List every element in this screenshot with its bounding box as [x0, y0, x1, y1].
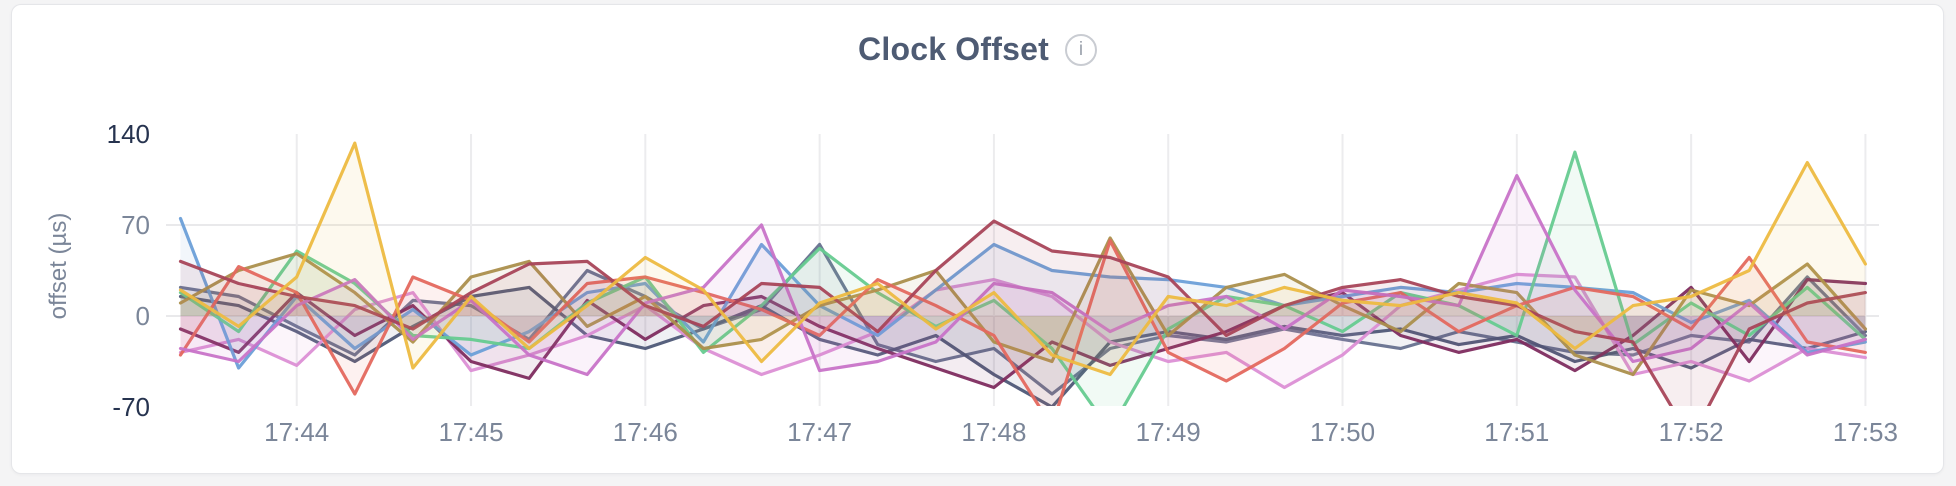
- x-tick-label: 17:51: [1484, 417, 1550, 447]
- chart-plot-area[interactable]: [12, 5, 1943, 473]
- series-area-plum: [180, 279, 1866, 388]
- series-line-maroon[interactable]: [178, 219, 1868, 439]
- info-icon-glyph: i: [1078, 39, 1084, 60]
- series-line-slate[interactable]: [178, 242, 1868, 396]
- series-line-plum[interactable]: [178, 278, 1868, 390]
- series-line-salmon[interactable]: [178, 239, 1868, 427]
- chart-header: Clock Offset i: [12, 31, 1943, 68]
- x-tick-label: 17:47: [787, 417, 853, 447]
- y-tick-label: 0: [135, 301, 150, 331]
- series-area-blue: [180, 218, 1866, 368]
- series-line-gold[interactable]: [178, 141, 1868, 377]
- series-area-orchid: [180, 175, 1866, 375]
- x-tick-label: 17:49: [1135, 417, 1201, 447]
- x-tick-label: 17:52: [1658, 417, 1724, 447]
- x-tick-label: 17:44: [264, 417, 330, 447]
- x-tick-label: 17:48: [961, 417, 1027, 447]
- y-tick-label: -70: [112, 392, 150, 422]
- x-tick-label: 17:53: [1832, 417, 1898, 447]
- x-tick-label: 17:46: [612, 417, 678, 447]
- series-group: [178, 141, 1868, 439]
- chart-title: Clock Offset: [858, 31, 1049, 67]
- chart-card: Clock Offset i offset (µs) 140 70 0 -70 17:4…: [11, 4, 1944, 474]
- y-tick-label: 70: [121, 210, 150, 240]
- x-tick-label: 17:45: [438, 417, 504, 447]
- series-area-navy: [180, 287, 1866, 406]
- series-line-olive[interactable]: [178, 236, 1868, 377]
- info-icon[interactable]: i: [1064, 33, 1097, 66]
- x-tick-label: 17:50: [1309, 417, 1376, 447]
- series-area-maroon: [180, 221, 1866, 406]
- y-tick-label: 140: [106, 119, 150, 149]
- series-area-gold: [180, 143, 1866, 375]
